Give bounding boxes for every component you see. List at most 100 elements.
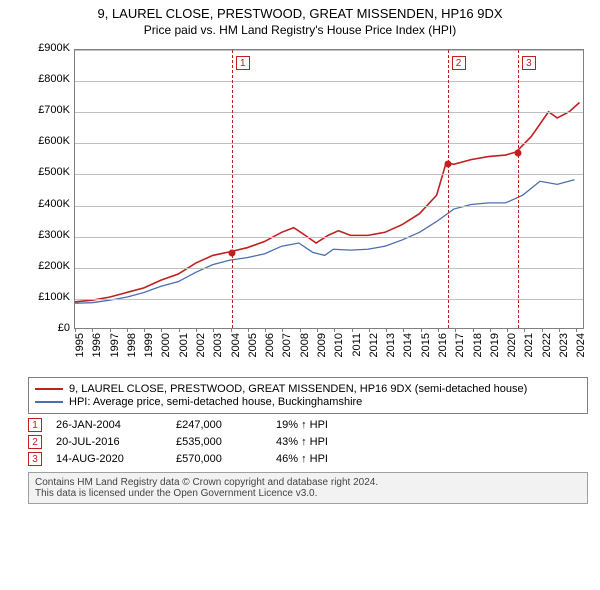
- x-tick: [92, 328, 93, 332]
- x-axis-label: 1998: [126, 333, 138, 373]
- footer-attribution: Contains HM Land Registry data © Crown c…: [28, 472, 588, 504]
- x-tick: [473, 328, 474, 332]
- x-tick: [282, 328, 283, 332]
- x-axis-label: 2008: [299, 333, 311, 373]
- x-tick: [386, 328, 387, 332]
- sale-marker-line: [232, 50, 233, 328]
- x-axis-label: 1996: [91, 333, 103, 373]
- x-tick: [213, 328, 214, 332]
- sale-price: £570,000: [176, 453, 276, 465]
- legend-swatch: [35, 401, 63, 403]
- sale-price: £247,000: [176, 419, 276, 431]
- y-axis-label: £400K: [20, 198, 70, 210]
- sale-date: 20-JUL-2016: [56, 436, 176, 448]
- x-axis-label: 2020: [506, 333, 518, 373]
- x-axis-label: 2006: [264, 333, 276, 373]
- x-axis-label: 1999: [143, 333, 155, 373]
- sale-marker-dot: [444, 160, 451, 167]
- sale-marker-box: 2: [452, 56, 466, 70]
- legend-item: HPI: Average price, semi-detached house,…: [35, 396, 581, 408]
- legend-swatch: [35, 388, 63, 390]
- x-tick: [334, 328, 335, 332]
- x-axis-label: 2013: [385, 333, 397, 373]
- x-axis-label: 2016: [437, 333, 449, 373]
- x-axis-label: 2007: [281, 333, 293, 373]
- x-axis-label: 1995: [74, 333, 86, 373]
- x-axis-label: 2002: [195, 333, 207, 373]
- sale-price: £535,000: [176, 436, 276, 448]
- x-tick: [542, 328, 543, 332]
- y-gridline: [75, 50, 583, 51]
- y-axis-label: £0: [20, 322, 70, 334]
- x-axis-label: 2004: [230, 333, 242, 373]
- sale-date: 26-JAN-2004: [56, 419, 176, 431]
- sale-diff: 43% ↑ HPI: [276, 436, 366, 448]
- plot-area: 1 2 3: [74, 49, 584, 329]
- x-axis-label: 2022: [541, 333, 553, 373]
- sale-number-box: 3: [28, 452, 42, 466]
- x-tick: [507, 328, 508, 332]
- y-gridline: [75, 174, 583, 175]
- sale-diff: 19% ↑ HPI: [276, 419, 366, 431]
- y-gridline: [75, 206, 583, 207]
- sale-marker-dot: [228, 250, 235, 257]
- y-gridline: [75, 237, 583, 238]
- x-tick: [179, 328, 180, 332]
- sales-table: 1 26-JAN-2004£247,00019% ↑ HPI 2 20-JUL-201…: [28, 418, 588, 466]
- x-axis-label: 2010: [333, 333, 345, 373]
- x-tick: [490, 328, 491, 332]
- sale-date: 14-AUG-2020: [56, 453, 176, 465]
- title-line-2: Price paid vs. HM Land Registry's House …: [0, 23, 600, 37]
- x-tick: [300, 328, 301, 332]
- x-tick: [438, 328, 439, 332]
- sale-number-box: 1: [28, 418, 42, 432]
- y-axis-label: £100K: [20, 291, 70, 303]
- x-tick: [161, 328, 162, 332]
- footer-line-1: Contains HM Land Registry data © Crown c…: [35, 477, 581, 488]
- series-line: [75, 103, 580, 302]
- x-axis-label: 2024: [575, 333, 587, 373]
- y-axis-label: £800K: [20, 73, 70, 85]
- y-axis-label: £600K: [20, 135, 70, 147]
- y-axis-label: £200K: [20, 260, 70, 272]
- x-tick: [144, 328, 145, 332]
- footer-line-2: This data is licensed under the Open Gov…: [35, 488, 581, 499]
- sale-number-box: 2: [28, 435, 42, 449]
- chart-area: 123 £0£100K£200K£300K£400K£500K£600K£700…: [20, 39, 590, 369]
- legend-item: 9, LAUREL CLOSE, PRESTWOOD, GREAT MISSEN…: [35, 383, 581, 395]
- sale-marker-box: 3: [522, 56, 536, 70]
- sale-marker-line: [448, 50, 449, 328]
- x-tick: [265, 328, 266, 332]
- x-tick: [248, 328, 249, 332]
- x-axis-label: 2014: [402, 333, 414, 373]
- x-axis-label: 2012: [368, 333, 380, 373]
- x-tick: [196, 328, 197, 332]
- x-tick: [576, 328, 577, 332]
- x-axis-label: 2018: [472, 333, 484, 373]
- y-axis-label: £300K: [20, 229, 70, 241]
- x-tick: [127, 328, 128, 332]
- sale-marker-dot: [514, 149, 521, 156]
- x-tick: [455, 328, 456, 332]
- chart-lines: [75, 50, 583, 328]
- sale-marker-box: 1: [236, 56, 250, 70]
- y-gridline: [75, 268, 583, 269]
- sale-row: 2 20-JUL-2016£535,00043% ↑ HPI: [28, 435, 588, 449]
- x-axis-label: 2009: [316, 333, 328, 373]
- legend-label: HPI: Average price, semi-detached house,…: [69, 396, 362, 408]
- x-tick: [524, 328, 525, 332]
- x-axis-label: 2023: [558, 333, 570, 373]
- legend-label: 9, LAUREL CLOSE, PRESTWOOD, GREAT MISSEN…: [69, 383, 527, 395]
- y-gridline: [75, 81, 583, 82]
- legend: 9, LAUREL CLOSE, PRESTWOOD, GREAT MISSEN…: [28, 377, 588, 414]
- y-axis-label: £700K: [20, 104, 70, 116]
- x-axis-label: 2017: [454, 333, 466, 373]
- x-tick: [317, 328, 318, 332]
- y-gridline: [75, 143, 583, 144]
- x-axis-label: 2003: [212, 333, 224, 373]
- x-axis-label: 2015: [420, 333, 432, 373]
- x-axis-label: 2019: [489, 333, 501, 373]
- x-axis-label: 2021: [523, 333, 535, 373]
- sale-marker-line: [518, 50, 519, 328]
- title-line-1: 9, LAUREL CLOSE, PRESTWOOD, GREAT MISSEN…: [0, 6, 600, 21]
